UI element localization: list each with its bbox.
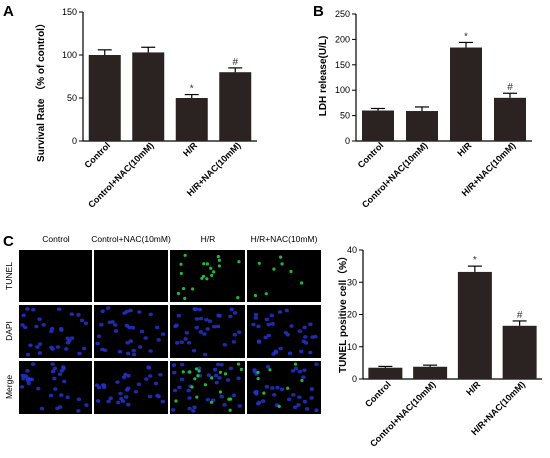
chart-c-y-tick-label: 10 (347, 342, 357, 352)
chart-a-bar (132, 52, 165, 141)
chart-c-y-tick-label: 0 (352, 374, 357, 384)
micrograph-dapi-2 (94, 305, 168, 358)
chart-c-error-bar (512, 320, 527, 326)
chart-c-significance-mark: # (517, 310, 523, 321)
chart-c-category-label: Control (363, 379, 393, 409)
micro-col-hr: H/R (201, 234, 216, 244)
micrograph-dapi-3 (170, 305, 245, 358)
chart-ldh-release: 050100150200250ControlControl+NAC(10mM)*… (335, 9, 532, 210)
micrograph-dapi-1 (19, 305, 92, 358)
micrograph-tunel-3 (170, 250, 245, 302)
chart-b-bar (362, 110, 394, 141)
chart-b-y-tick-label: 250 (335, 9, 350, 19)
chart-c-category-label: H/R (464, 379, 482, 397)
micro-row-merge: Merge (4, 375, 14, 399)
panel-letter-c: C (3, 233, 14, 250)
micro-col-hr-nac: H/R+NAC(10mM) (251, 234, 318, 244)
panel-letter-a: A (3, 3, 14, 20)
chart-a-significance-mark: * (190, 84, 194, 95)
micrograph-merge-1 (19, 361, 92, 414)
chart-a-bar (175, 98, 208, 141)
panel-letter-b: B (313, 3, 324, 20)
chart-c-error-bar (423, 364, 438, 367)
chart-b-bar (494, 97, 526, 141)
chart-a-y-tick-label: 150 (62, 7, 77, 17)
micrograph-merge-3 (170, 361, 245, 414)
micrograph-grid (19, 250, 321, 414)
chart-a-bar (88, 55, 121, 141)
chart-b-category-label: H/R (455, 140, 473, 158)
chart-b-ylabel: LDH release(U/L) (318, 36, 329, 117)
chart-b-bar (450, 47, 482, 141)
chart-c-bar (368, 367, 403, 379)
chart-a-error-bar (141, 46, 156, 53)
chart-a-y-tick-label: 50 (67, 93, 77, 103)
chart-c-error-bar (378, 365, 393, 368)
chart-c-bar (502, 325, 537, 379)
chart-b-y-tick-label: 150 (335, 60, 350, 70)
chart-b-significance-mark: * (464, 31, 468, 42)
chart-c-y-tick-label: 20 (347, 310, 357, 320)
micro-row-tunel: TUNEL (4, 262, 14, 290)
chart-b-bar (406, 111, 438, 141)
chart-a-category-label: H/R (181, 140, 199, 158)
chart-a-error-bar (97, 49, 112, 55)
chart-c-significance-mark: * (473, 255, 477, 266)
chart-c-bar (457, 271, 492, 379)
chart-c-ylabel: TUNEL positive cell（%） (336, 251, 349, 373)
micrograph-merge-2 (94, 361, 168, 414)
chart-c-bar (413, 366, 448, 379)
chart-a-significance-mark: # (232, 57, 238, 68)
chart-b-y-tick-label: 50 (340, 111, 350, 121)
micrograph-dapi-4 (247, 305, 321, 358)
chart-a-y-tick-label: 100 (62, 50, 77, 60)
chart-b-error-bar (415, 106, 429, 112)
chart-b-category-label: Control (356, 140, 386, 170)
micrograph-tunel-2 (94, 250, 168, 302)
micro-row-dapi: DAPI (4, 321, 14, 341)
chart-c-y-tick-label: 40 (347, 245, 357, 255)
micrograph-merge-4 (247, 361, 321, 414)
micrograph-tunel-4 (247, 250, 321, 302)
chart-a-bar (219, 72, 252, 141)
chart-a-error-bar (228, 67, 243, 73)
chart-b-significance-mark: # (507, 82, 513, 93)
chart-b-y-tick-label: 200 (335, 34, 350, 44)
chart-c-y-tick-label: 30 (347, 277, 357, 287)
chart-b-error-bar (459, 41, 473, 48)
micro-col-control: Control (42, 234, 70, 244)
chart-b-error-bar (371, 107, 385, 111)
chart-a-category-label: Control (82, 140, 112, 170)
chart-a-ylabel: Survival Rate （% of control） (34, 18, 47, 162)
chart-b-y-tick-label: 100 (335, 85, 350, 95)
chart-a-y-tick-label: 0 (72, 136, 77, 146)
chart-a-error-bar (184, 93, 199, 98)
chart-c-error-bar (467, 265, 482, 272)
chart-b-y-tick-label: 0 (345, 136, 350, 146)
chart-survival-rate: 050100150ControlControl+NAC(10mM)*H/R#H/… (62, 7, 257, 210)
micro-col-control-nac: Control+NAC(10mM) (91, 234, 171, 244)
micrograph-tunel-1 (19, 250, 92, 302)
chart-b-error-bar (503, 92, 517, 98)
chart-tunel-positive: 010203040ControlControl+NAC(10mM)*H/R#H/… (347, 245, 542, 449)
